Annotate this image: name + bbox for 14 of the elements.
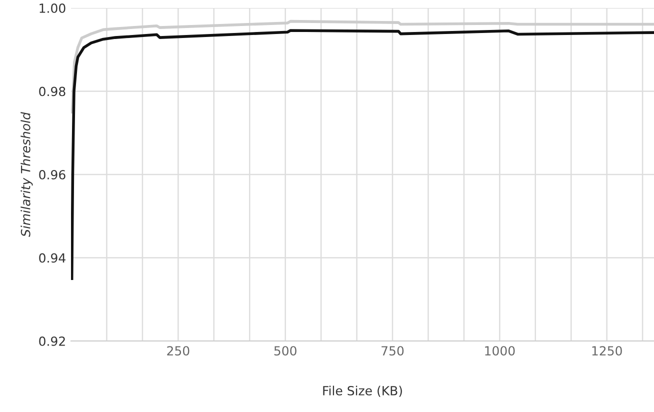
x-tick-label: 750 xyxy=(382,346,404,356)
x-tick-label: 500 xyxy=(274,346,296,356)
y-tick-label: 0.96 xyxy=(39,170,66,180)
line-series xyxy=(71,29,654,280)
y-tick-label: 0.94 xyxy=(39,253,66,263)
y-tick-label: 0.92 xyxy=(39,336,65,346)
x-tick-label: 1000 xyxy=(485,346,515,356)
x-axis-title: File Size (KB) xyxy=(323,386,402,397)
line-series xyxy=(71,20,654,114)
y-tick-label: 1.00 xyxy=(40,3,66,13)
x-tick-label: 250 xyxy=(167,346,190,356)
y-tick-label: 0.98 xyxy=(39,86,66,96)
x-tick-label: 1250 xyxy=(592,346,622,356)
y-axis-title: Similarity Threshold xyxy=(20,112,33,237)
